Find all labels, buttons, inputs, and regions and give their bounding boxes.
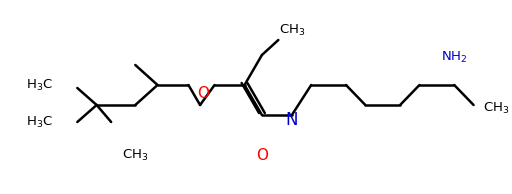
Text: H$_3$C: H$_3$C bbox=[26, 114, 53, 130]
Text: H$_3$C: H$_3$C bbox=[26, 77, 53, 93]
Text: NH$_2$: NH$_2$ bbox=[441, 50, 467, 65]
Text: CH$_3$: CH$_3$ bbox=[122, 148, 148, 163]
Text: O: O bbox=[197, 86, 209, 100]
Text: O: O bbox=[256, 148, 268, 163]
Text: CH$_3$: CH$_3$ bbox=[279, 23, 305, 38]
Text: CH$_3$: CH$_3$ bbox=[483, 100, 510, 116]
Text: N: N bbox=[286, 111, 298, 129]
